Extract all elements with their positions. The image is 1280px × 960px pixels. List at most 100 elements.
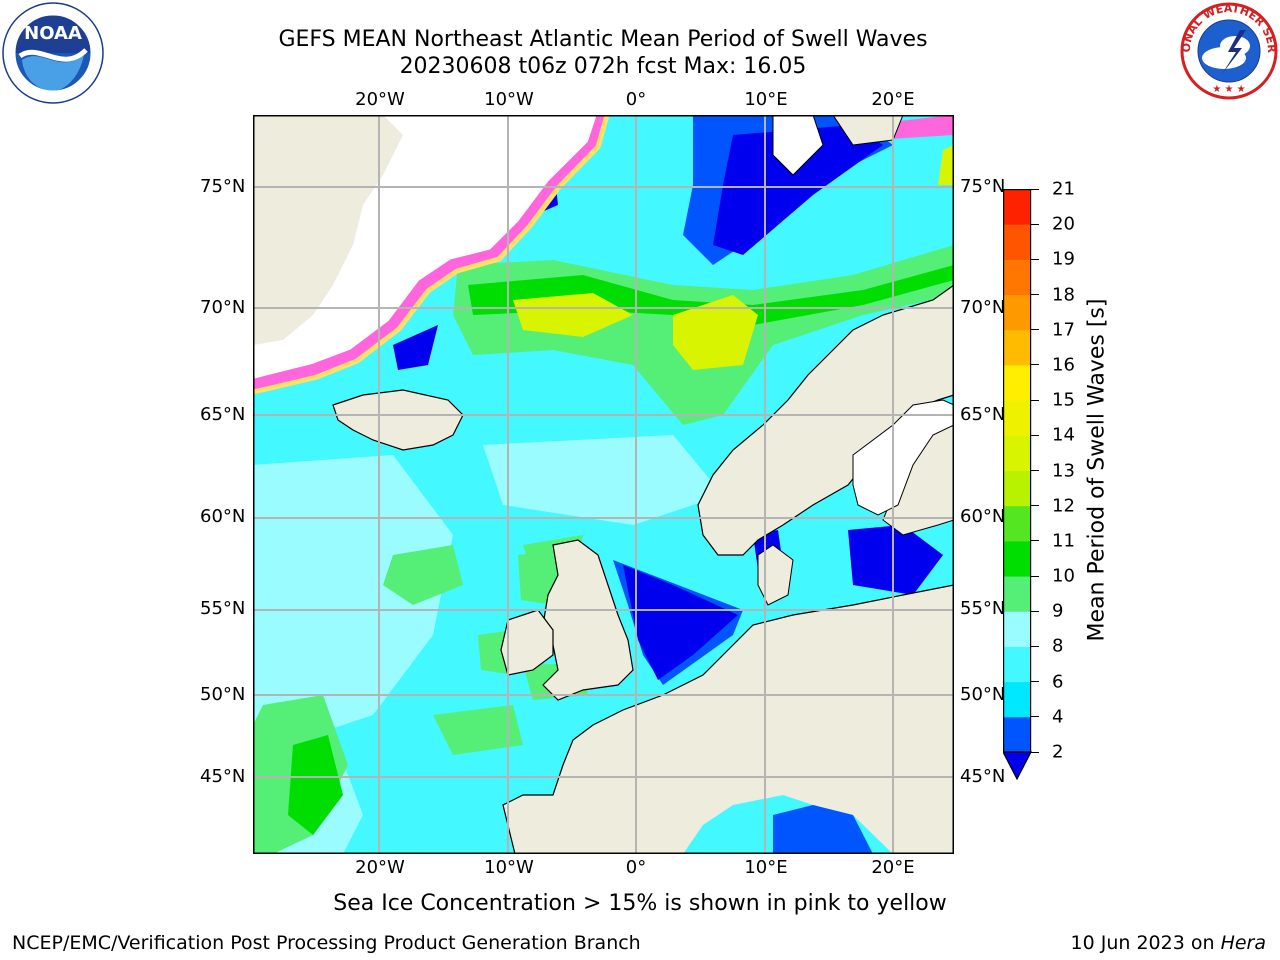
land-iceland	[332, 389, 464, 451]
colorbar-band	[1003, 681, 1031, 718]
colorbar-tick-mark	[1031, 223, 1039, 225]
lat-label-right: 60°N	[960, 506, 1006, 527]
colorbar-tick-label: 11	[1052, 530, 1075, 552]
colorbar-band	[1003, 716, 1031, 753]
swell-region-9-10	[383, 545, 463, 605]
colorbar-band	[1003, 329, 1031, 366]
colorbar-tick-mark	[1031, 470, 1039, 471]
swell-region-9-10	[433, 705, 523, 755]
colorbar-tick-label: 2	[1052, 741, 1064, 763]
footer-date-text: 10 Jun 2023 on	[1070, 932, 1221, 954]
colorbar-tick-mark	[1031, 434, 1039, 436]
sea-ice-edge-inner	[253, 115, 610, 395]
lon-label-top: 20°E	[871, 89, 915, 110]
footer-date: 10 Jun 2023 on Hera	[1071, 932, 1266, 954]
swell-region-10-11	[288, 735, 343, 835]
colorbar-tick-mark	[1031, 329, 1039, 331]
colorbar-tick-label: 19	[1052, 248, 1075, 270]
colorbar-tick-label: 21	[1052, 178, 1075, 200]
land-continental-europe	[502, 584, 954, 854]
land-great-britain	[542, 539, 634, 701]
lon-label-bottom: 0°	[625, 857, 647, 878]
lon-label-bottom: 10°W	[484, 857, 534, 878]
colorbar-tick-label: 10	[1052, 565, 1075, 587]
lon-label-top: 10°W	[484, 89, 534, 110]
colorbar-tick-label: 13	[1052, 460, 1075, 481]
colorbar-tick-label: 12	[1052, 495, 1075, 517]
colorbar-band	[1003, 189, 1031, 225]
swell-region-13-14	[673, 295, 758, 370]
colorbar-tick-mark	[1031, 575, 1039, 577]
colorbar-band	[1003, 611, 1031, 647]
footer-host: Hera	[1220, 932, 1266, 954]
colorbar-band	[1003, 505, 1031, 542]
footer-credit: NCEP/EMC/Verification Post Processing Pr…	[12, 932, 641, 954]
colorbar-tick-mark	[1031, 681, 1039, 683]
map-gridlines	[253, 115, 954, 854]
colorbar-tick-mark	[1031, 716, 1039, 718]
colorbar-tick-mark	[1031, 751, 1039, 753]
lon-label-bottom: 20°W	[355, 857, 405, 878]
lon-label-bottom: 10°E	[744, 857, 788, 878]
colorbar-tick-mark	[1031, 364, 1039, 366]
gulf-of-bothnia	[852, 399, 954, 516]
map-panel	[253, 115, 954, 854]
lat-label-left: 50°N	[200, 684, 246, 705]
swell-region-9-10	[518, 550, 558, 605]
lat-label-right: 55°N	[960, 598, 1006, 619]
lat-label-right: 75°N	[960, 176, 1006, 197]
land-greenland	[253, 115, 403, 345]
swell-region-13-14	[938, 145, 954, 185]
lat-label-right: 65°N	[960, 404, 1006, 425]
colorbar-band	[1003, 294, 1031, 331]
colorbar-band	[1003, 576, 1031, 612]
lon-label-bottom: 20°E	[871, 857, 915, 878]
colorbar-tick-mark	[1031, 399, 1039, 401]
noaa-logo: NOAA	[2, 2, 104, 104]
lat-label-left: 65°N	[200, 404, 246, 425]
chart-title-line1: GEFS MEAN Northeast Atlantic Mean Period…	[278, 27, 928, 52]
colorbar-band	[1003, 364, 1031, 401]
land-jutland	[757, 544, 794, 606]
colorbar-tick-mark	[1031, 258, 1039, 260]
colorbar-band	[1003, 259, 1031, 296]
colorbar-tick-label: 9	[1052, 600, 1064, 622]
swell-region-8-9	[483, 435, 723, 525]
colorbar-tick-mark	[1031, 188, 1039, 190]
swell-region-below-2	[623, 565, 738, 680]
lat-label-left: 70°N	[200, 297, 246, 318]
chart-title-line2: 20230608 t06z 072h fcst Max: 16.05	[399, 54, 807, 79]
colorbar-tick-label: 14	[1052, 424, 1075, 446]
colorbar-tick-label: 8	[1052, 635, 1064, 657]
colorbar-tick-label: 6	[1052, 671, 1064, 693]
swell-region-8-9	[253, 455, 453, 755]
sea-ice-edge	[253, 115, 609, 391]
colorbar-band	[1003, 646, 1031, 683]
colorbar-tick-label: 15	[1052, 389, 1075, 411]
noaa-logo-text: NOAA	[24, 23, 82, 44]
lon-label-top: 10°E	[744, 89, 788, 110]
land-ireland	[500, 609, 554, 676]
lat-label-right: 70°N	[960, 297, 1006, 318]
lat-label-right: 50°N	[960, 684, 1006, 705]
colorbar-tick-mark	[1031, 540, 1039, 542]
colorbar-tick-label: 4	[1052, 706, 1064, 728]
colorbar-band	[1003, 400, 1031, 436]
colorbar-frame	[1003, 189, 1032, 753]
swell-region-below-2	[713, 125, 883, 255]
colorbar	[1003, 189, 1032, 781]
swell-region-below-2	[848, 525, 943, 595]
lat-label-left: 75°N	[200, 176, 246, 197]
svg-text:★ ★ ★: ★ ★ ★	[1212, 84, 1245, 95]
sea-ice-caption: Sea Ice Concentration > 15% is shown in …	[333, 891, 947, 916]
swell-region-below-2	[393, 325, 438, 370]
colorbar-under-triangle	[1003, 751, 1032, 781]
lat-label-left: 60°N	[200, 506, 246, 527]
lon-label-top: 0°	[625, 89, 647, 110]
lon-label-top: 20°W	[355, 89, 405, 110]
colorbar-tick-mark	[1031, 610, 1039, 612]
colorbar-label: Mean Period of Swell Waves [s]	[1084, 298, 1110, 642]
colorbar-tick-mark	[1031, 645, 1039, 647]
lat-label-left: 55°N	[200, 598, 246, 619]
swell-region-13-14	[513, 293, 633, 337]
